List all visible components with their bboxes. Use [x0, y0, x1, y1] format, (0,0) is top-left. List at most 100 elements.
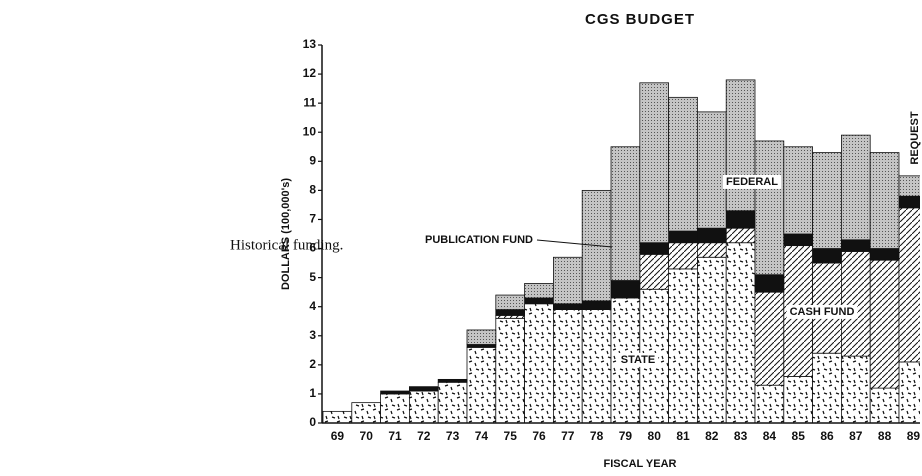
- segment: [466, 329, 497, 345]
- annotation: REQUEST: [909, 111, 921, 164]
- x-tick-label: 70: [360, 429, 374, 443]
- segment: [869, 259, 900, 389]
- segment: [812, 248, 842, 264]
- segment: [639, 242, 669, 255]
- segment: [437, 378, 468, 383]
- x-tick-label: 86: [820, 429, 834, 443]
- segment: [437, 381, 468, 424]
- segment: [869, 387, 900, 424]
- segment: [754, 274, 785, 293]
- segment: [495, 294, 525, 310]
- leader-line: [536, 239, 613, 248]
- segment: [351, 402, 381, 424]
- x-tick-label: 73: [446, 429, 460, 443]
- y-tick-label: 9: [309, 153, 316, 167]
- segment: [524, 303, 554, 424]
- x-tick-label: 84: [763, 429, 777, 443]
- segment: [524, 297, 554, 305]
- segment: [898, 195, 920, 209]
- annotation: FEDERAL: [726, 176, 778, 188]
- segment: [524, 283, 554, 299]
- segment: [841, 134, 871, 241]
- segment: [725, 242, 756, 424]
- y-tick-label: 10: [303, 124, 317, 138]
- segment: [495, 317, 525, 424]
- segment: [754, 291, 785, 386]
- label-bg: [617, 352, 659, 367]
- x-tick-label: 80: [648, 429, 662, 443]
- segment: [783, 376, 813, 424]
- segment: [725, 79, 756, 212]
- segment: [380, 393, 410, 424]
- x-tick-label: 79: [619, 429, 633, 443]
- y-tick-label: 13: [303, 37, 317, 51]
- x-tick-label: 72: [417, 429, 431, 443]
- y-tick-label: 8: [309, 183, 316, 197]
- y-tick-label: 1: [309, 386, 316, 400]
- segment: [783, 233, 813, 247]
- segment: [697, 111, 727, 229]
- caption: Historical funding.: [230, 237, 343, 253]
- segment: [466, 344, 497, 348]
- segment: [668, 96, 698, 232]
- y-tick-label: 6: [309, 241, 316, 255]
- chart-title: CGS BUDGET: [585, 11, 695, 28]
- segment: [841, 355, 871, 424]
- x-tick-label: 69: [331, 429, 345, 443]
- segment: [697, 227, 727, 244]
- segment: [581, 309, 612, 424]
- segment: [408, 390, 439, 424]
- x-tick-label: 76: [532, 429, 546, 443]
- segment: [841, 251, 871, 357]
- segment: [869, 152, 900, 249]
- segment: [869, 248, 900, 261]
- segment: [898, 207, 920, 363]
- y-axis-label: DOLLARS (100,000's): [280, 178, 292, 290]
- segment: [812, 352, 842, 424]
- y-tick-label: 12: [303, 66, 317, 80]
- annotation: STATE: [621, 354, 655, 366]
- y-tick-label: 0: [309, 415, 316, 429]
- segment: [639, 82, 669, 244]
- segment: [783, 146, 813, 235]
- segment: [841, 239, 871, 252]
- segment: [553, 303, 583, 310]
- segment: [322, 410, 353, 424]
- segment: [812, 152, 842, 249]
- y-tick-label: 7: [309, 212, 316, 226]
- segment: [898, 361, 920, 424]
- y-tick-label: 4: [309, 299, 316, 313]
- segment: [754, 384, 785, 424]
- segment: [380, 390, 410, 395]
- segment: [495, 309, 525, 316]
- annotation: CASH FUND: [790, 306, 855, 318]
- y-tick-label: 5: [309, 270, 316, 284]
- x-tick-label: 89: [907, 429, 921, 443]
- segment: [581, 300, 612, 310]
- x-tick-label: 75: [504, 429, 518, 443]
- x-tick-label: 87: [849, 429, 863, 443]
- y-tick-label: 2: [309, 357, 316, 371]
- segment: [466, 346, 497, 424]
- segment: [725, 227, 756, 244]
- label-bg: [786, 304, 858, 319]
- x-tick-label: 81: [676, 429, 690, 443]
- segment: [495, 315, 525, 319]
- segment: [553, 256, 583, 305]
- x-axis-label: FISCAL YEAR: [604, 458, 677, 470]
- segment: [898, 175, 920, 197]
- label-bg: [723, 174, 782, 189]
- segment: [668, 268, 698, 424]
- segment: [668, 242, 698, 270]
- segment: [408, 386, 439, 392]
- segment: [610, 280, 641, 299]
- segment: [668, 230, 698, 244]
- segment: [725, 210, 756, 229]
- segment: [754, 140, 785, 276]
- plot: 69 70 71 72 73 74 75 76 77 78 79 80 81 82 83 84 85 86 87 88…: [322, 79, 921, 443]
- y-tick-label: 3: [309, 328, 316, 342]
- x-tick-label: 71: [388, 429, 402, 443]
- x-tick-label: 83: [734, 429, 748, 443]
- segment: [697, 256, 727, 424]
